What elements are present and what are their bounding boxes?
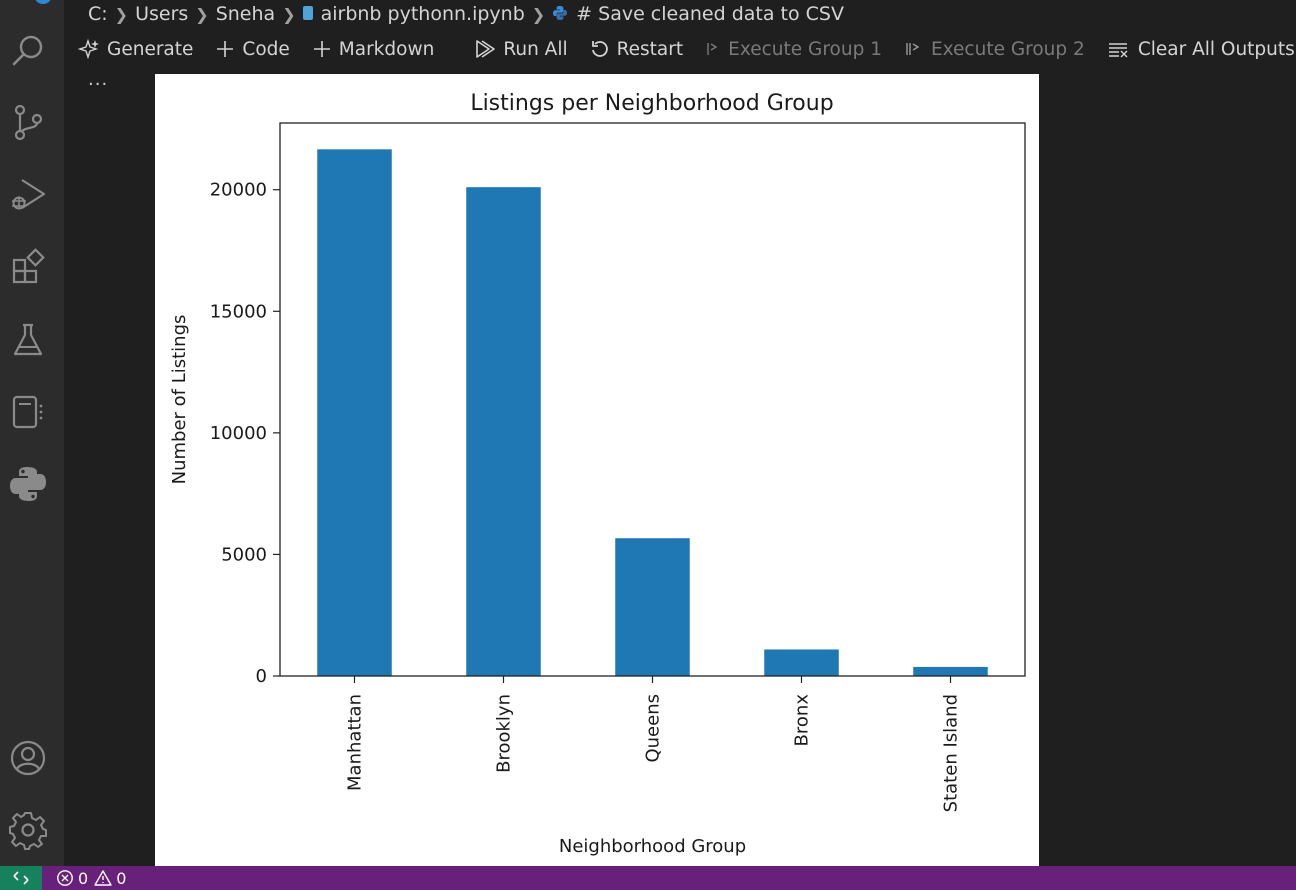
y-axis-label: Number of Listings — [169, 315, 190, 485]
warning-icon — [94, 870, 112, 886]
x-tick-label: Bronx — [792, 694, 813, 747]
clear-all-outputs-label: Clear All Outputs — [1137, 38, 1295, 60]
error-icon — [57, 870, 73, 886]
python-cell-icon — [553, 6, 568, 20]
execute-group-1-label: Execute Group 1 — [728, 38, 882, 60]
y-tick-label: 10000 — [210, 423, 267, 444]
y-tick-label: 5000 — [221, 544, 267, 565]
breadcrumb-item-users[interactable]: Users — [135, 3, 189, 25]
plus-icon — [217, 41, 234, 57]
notebook-icon[interactable] — [8, 392, 48, 432]
testing-icon[interactable] — [8, 320, 48, 360]
code-label: Code — [242, 38, 290, 60]
bar-bronx — [764, 649, 839, 676]
execute-group-2-button[interactable]: Execute Group 2 — [904, 39, 1085, 60]
run-debug-icon[interactable] — [8, 174, 48, 214]
chevron-right-icon: ❯ — [195, 4, 209, 24]
restart-icon — [591, 41, 608, 57]
breadcrumb-item-drive[interactable]: C: — [88, 3, 108, 25]
restart-label: Restart — [616, 38, 684, 60]
chevron-right-icon: ❯ — [114, 4, 129, 24]
breadcrumb-item-sneha[interactable]: Sneha — [215, 3, 276, 25]
sparkle-icon — [78, 38, 99, 60]
clear-all-outputs-button[interactable]: Clear All Outputs — [1107, 39, 1295, 60]
run-all-icon — [476, 40, 496, 58]
add-code-cell-button[interactable]: Code — [215, 38, 290, 60]
chevron-right-icon: ❯ — [282, 4, 296, 24]
y-tick-label: 15000 — [210, 301, 267, 322]
breadcrumb-item-notebook[interactable]: airbnb pythonn.ipynb — [320, 3, 525, 25]
error-count: 0 — [78, 868, 89, 888]
problems-errors[interactable]: 0 — [56, 869, 88, 888]
activity-bar — [0, 0, 64, 866]
restart-button[interactable]: Restart — [590, 38, 684, 60]
notebook-toolbar: Generate Code Markdown Run All Restart E… — [64, 30, 1296, 68]
plus-icon — [313, 41, 330, 57]
execute-group-icon — [707, 43, 718, 55]
execute-group-icon — [906, 43, 920, 55]
python-icon[interactable] — [8, 464, 48, 504]
warning-count: 0 — [116, 868, 127, 888]
cell-output: Listings per Neighborhood Group 0 5000 100… — [155, 74, 1039, 866]
run-all-label: Run All — [503, 38, 568, 60]
remote-icon — [13, 871, 29, 885]
generate-label: Generate — [107, 38, 194, 60]
x-tick-label: Brooklyn — [494, 694, 515, 773]
status-bar: 0 0 — [0, 866, 1296, 890]
remote-indicator[interactable] — [0, 866, 42, 890]
x-tick-label: Manhattan — [345, 694, 366, 791]
x-axis-label: Neighborhood Group — [559, 836, 746, 857]
breadcrumb: C: ❯ Users ❯ Sneha ❯ airbnb pythonn.ipyn… — [64, 0, 1296, 28]
clear-all-icon — [1108, 43, 1128, 58]
chart-title: Listings per Neighborhood Group — [470, 91, 833, 116]
run-all-button[interactable]: Run All — [474, 38, 568, 60]
notebook-file-icon — [302, 6, 313, 20]
y-tick-label: 0 — [256, 666, 267, 687]
search-icon[interactable] — [8, 30, 48, 70]
extensions-icon[interactable] — [8, 248, 48, 288]
account-icon[interactable] — [8, 738, 48, 778]
source-control-icon[interactable] — [8, 102, 48, 142]
cell-more-actions[interactable]: ··· — [88, 74, 109, 95]
x-tick-label: Staten Island — [941, 694, 962, 812]
chevron-right-icon: ❯ — [531, 4, 546, 24]
generate-button[interactable]: Generate — [78, 38, 193, 60]
markdown-label: Markdown — [338, 38, 435, 60]
x-tick-label: Queens — [643, 694, 664, 763]
execute-group-1-button[interactable]: Execute Group 1 — [705, 39, 882, 60]
y-tick-label: 20000 — [210, 180, 267, 201]
problems-warnings[interactable]: 0 — [94, 869, 126, 888]
breadcrumb-item-cell[interactable]: # Save cleaned data to CSV — [576, 3, 844, 25]
bar-staten-island — [913, 666, 988, 676]
bar-chart: Listings per Neighborhood Group 0 5000 100… — [169, 91, 1026, 857]
bar-queens — [615, 538, 690, 676]
settings-gear-icon[interactable] — [8, 810, 48, 850]
notification-badge — [34, 0, 52, 4]
add-markdown-cell-button[interactable]: Markdown — [312, 38, 435, 60]
execute-group-2-label: Execute Group 2 — [930, 38, 1085, 60]
plot-frame — [279, 122, 1026, 677]
bar-manhattan — [317, 149, 392, 677]
bar-brooklyn — [466, 187, 541, 676]
